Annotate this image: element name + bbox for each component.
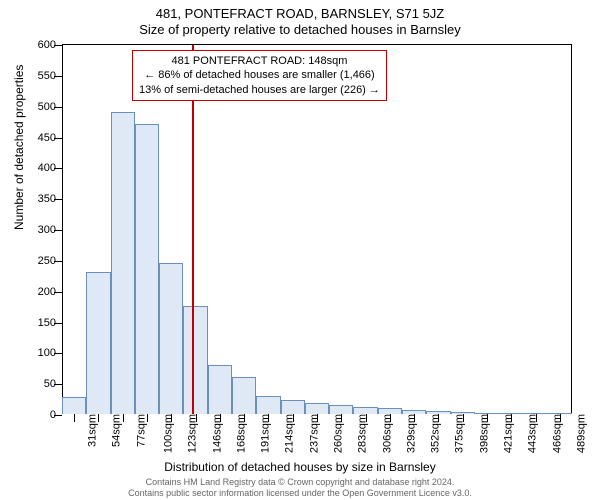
x-tick-label: 77sqm xyxy=(135,414,147,447)
x-tick-label: 168sqm xyxy=(235,414,247,453)
x-tick xyxy=(317,414,318,422)
x-tick xyxy=(196,414,197,422)
x-tick xyxy=(511,414,512,422)
x-tick xyxy=(536,414,537,422)
x-tick xyxy=(390,414,391,422)
y-tick-label: 550 xyxy=(26,70,56,82)
y-tick-label: 350 xyxy=(26,193,56,205)
x-tick xyxy=(560,414,561,422)
x-tick xyxy=(244,414,245,422)
y-tick-label: 250 xyxy=(26,255,56,267)
x-tick-label: 237sqm xyxy=(308,414,320,453)
x-tick xyxy=(366,414,367,422)
chart-area: 05010015020025030035040045050055060031sq… xyxy=(62,44,572,414)
x-tick xyxy=(438,414,439,422)
y-tick-label: 150 xyxy=(26,317,56,329)
histogram-bar xyxy=(232,377,256,414)
x-tick xyxy=(293,414,294,422)
y-tick-label: 100 xyxy=(26,347,56,359)
histogram-bar xyxy=(62,397,86,414)
x-tick-label: 421sqm xyxy=(503,414,515,453)
x-tick-label: 443sqm xyxy=(527,414,539,453)
x-tick xyxy=(98,414,99,422)
x-tick xyxy=(171,414,172,422)
x-tick-label: 146sqm xyxy=(211,414,223,453)
histogram-bar xyxy=(305,403,329,414)
footer-attribution: Contains HM Land Registry data © Crown c… xyxy=(0,477,600,498)
y-tick-label: 200 xyxy=(26,286,56,298)
x-tick-label: 283sqm xyxy=(357,414,369,453)
x-tick-label: 329sqm xyxy=(405,414,417,453)
info-line-3: 13% of semi-detached houses are larger (… xyxy=(139,83,380,97)
address-title: 481, PONTEFRACT ROAD, BARNSLEY, S71 5JZ xyxy=(0,6,600,22)
x-tick-label: 375sqm xyxy=(454,414,466,453)
x-tick xyxy=(268,414,269,422)
x-tick xyxy=(220,414,221,422)
x-tick-label: 123sqm xyxy=(187,414,199,453)
x-tick-label: 398sqm xyxy=(478,414,490,453)
histogram-bar xyxy=(329,405,353,414)
x-tick-label: 31sqm xyxy=(87,414,99,447)
x-tick xyxy=(123,414,124,422)
x-axis-title: Distribution of detached houses by size … xyxy=(0,460,600,474)
x-tick-label: 214sqm xyxy=(284,414,296,453)
x-tick xyxy=(341,414,342,422)
y-axis-title: Number of detached properties xyxy=(12,65,26,230)
y-tick-label: 400 xyxy=(26,162,56,174)
x-tick-label: 489sqm xyxy=(575,414,587,453)
footer-line-2: Contains public sector information licen… xyxy=(0,488,600,498)
x-tick-label: 100sqm xyxy=(163,414,175,453)
x-tick xyxy=(463,414,464,422)
x-tick-label: 352sqm xyxy=(430,414,442,453)
x-tick-label: 306sqm xyxy=(381,414,393,453)
x-tick-label: 54sqm xyxy=(111,414,123,447)
histogram-bar xyxy=(256,396,280,415)
histogram-bar xyxy=(281,400,305,414)
histogram-bar xyxy=(353,407,377,414)
info-line-2: ← 86% of detached houses are smaller (1,… xyxy=(139,68,380,82)
y-tick-label: 500 xyxy=(26,101,56,113)
info-box: 481 PONTEFRACT ROAD: 148sqm ← 86% of det… xyxy=(132,50,387,101)
histogram-bar xyxy=(135,124,159,414)
histogram-bar xyxy=(183,306,207,414)
y-tick-label: 50 xyxy=(26,378,56,390)
y-tick-label: 450 xyxy=(26,132,56,144)
footer-line-1: Contains HM Land Registry data © Crown c… xyxy=(0,477,600,487)
x-tick xyxy=(414,414,415,422)
x-tick xyxy=(147,414,148,422)
y-axis-line xyxy=(62,45,63,414)
x-tick xyxy=(74,414,75,422)
x-tick xyxy=(487,414,488,422)
info-line-1: 481 PONTEFRACT ROAD: 148sqm xyxy=(139,54,380,68)
histogram-bar xyxy=(111,112,135,414)
x-tick-label: 260sqm xyxy=(333,414,345,453)
y-tick-label: 0 xyxy=(26,409,56,421)
histogram-bar xyxy=(208,365,232,414)
x-tick-label: 466sqm xyxy=(551,414,563,453)
x-tick-label: 191sqm xyxy=(260,414,272,453)
histogram-bar xyxy=(159,263,183,414)
y-tick-label: 600 xyxy=(26,39,56,51)
chart-titles: 481, PONTEFRACT ROAD, BARNSLEY, S71 5JZ … xyxy=(0,0,600,39)
y-tick-label: 300 xyxy=(26,224,56,236)
subtitle: Size of property relative to detached ho… xyxy=(0,22,600,38)
histogram-bar xyxy=(86,272,110,414)
